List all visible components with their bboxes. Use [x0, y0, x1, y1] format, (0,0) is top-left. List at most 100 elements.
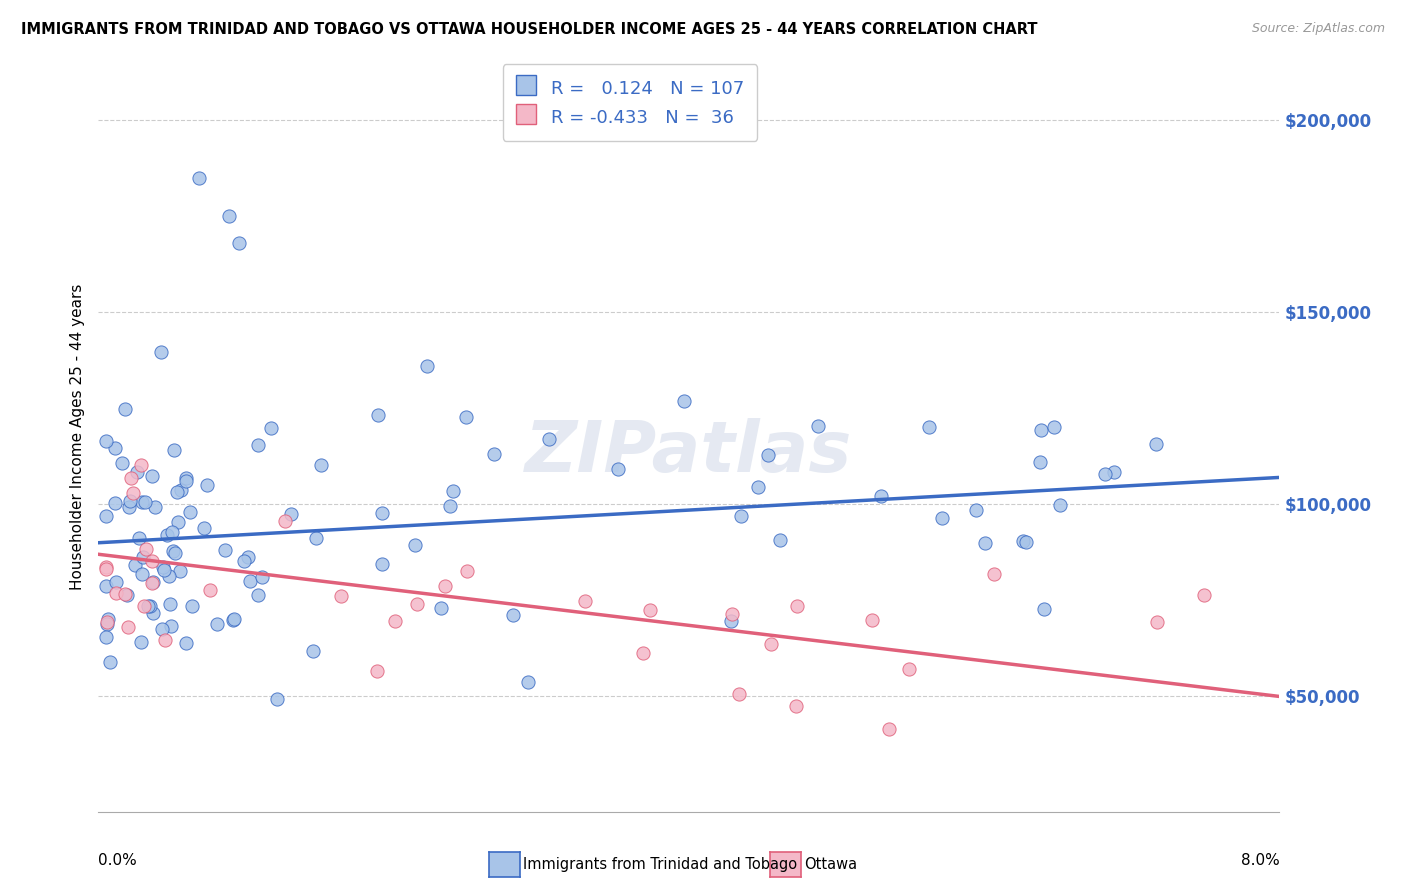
Point — [574, 594, 596, 608]
Point — [252, 569, 274, 583]
Point — [104, 575, 127, 590]
Point — [454, 409, 477, 424]
Point — [786, 599, 808, 614]
Point — [174, 475, 197, 489]
Point — [97, 612, 120, 626]
Point — [484, 447, 506, 461]
Point — [785, 699, 807, 714]
Point — [160, 618, 183, 632]
Point — [517, 675, 540, 690]
Point — [260, 421, 283, 435]
Point — [1014, 535, 1036, 549]
Point — [125, 465, 148, 479]
Point — [222, 613, 245, 627]
Point — [917, 420, 939, 434]
Y-axis label: Householder Income Ages 25 - 44 years: Householder Income Ages 25 - 44 years — [69, 284, 84, 591]
Point — [415, 359, 437, 373]
Point — [877, 722, 900, 736]
Point — [174, 471, 197, 485]
Point — [330, 589, 353, 603]
Point — [309, 458, 332, 473]
Point — [120, 471, 142, 485]
Point — [367, 409, 389, 423]
Point — [1102, 465, 1125, 479]
Point — [169, 483, 191, 498]
Point — [720, 614, 742, 628]
Point — [122, 486, 145, 500]
Point — [163, 442, 186, 457]
Point — [239, 574, 262, 589]
Point — [371, 557, 394, 571]
Point — [132, 599, 155, 613]
Point — [142, 575, 165, 590]
Point — [104, 496, 127, 510]
Point — [756, 449, 779, 463]
Point — [404, 537, 426, 551]
Point — [181, 599, 204, 613]
Point — [160, 524, 183, 539]
Point — [222, 612, 245, 626]
Point — [747, 480, 769, 494]
Point — [769, 533, 792, 547]
Text: 0.0%: 0.0% — [98, 854, 138, 869]
Text: 8.0%: 8.0% — [1240, 854, 1279, 869]
Point — [143, 500, 166, 514]
Point — [869, 489, 891, 503]
Point — [135, 542, 157, 557]
Point — [141, 554, 163, 568]
Point — [1032, 602, 1054, 616]
Point — [266, 692, 288, 706]
Point — [98, 655, 121, 669]
Point — [384, 614, 406, 628]
Point — [247, 588, 270, 602]
Point — [129, 634, 152, 648]
Point — [761, 637, 783, 651]
Point — [1049, 498, 1071, 512]
Point — [159, 568, 181, 582]
Point — [155, 528, 177, 542]
Point — [631, 646, 654, 660]
Point — [167, 515, 190, 529]
Point — [638, 603, 661, 617]
Point — [441, 484, 464, 499]
Point — [370, 506, 392, 520]
Point — [139, 599, 162, 614]
Point — [1029, 423, 1052, 437]
Point — [434, 578, 457, 592]
Point — [193, 521, 215, 535]
Point — [131, 495, 153, 509]
Point — [152, 559, 174, 574]
Point — [179, 505, 201, 519]
Point — [166, 485, 188, 500]
Point — [150, 344, 173, 359]
Point — [1042, 420, 1064, 434]
Point — [305, 531, 328, 545]
Point — [280, 507, 302, 521]
Point — [174, 636, 197, 650]
Point — [983, 567, 1005, 582]
Point — [96, 615, 118, 629]
Point — [456, 564, 478, 578]
Point — [94, 562, 117, 576]
Point — [131, 567, 153, 582]
Point — [302, 644, 325, 658]
Point — [228, 235, 250, 250]
Point — [1029, 454, 1052, 468]
Point — [974, 535, 997, 549]
Point — [129, 458, 152, 472]
Point — [104, 586, 127, 600]
Point — [111, 456, 134, 470]
Point — [405, 597, 427, 611]
Point — [115, 588, 138, 602]
Point — [1194, 589, 1216, 603]
Point — [607, 462, 630, 476]
Point — [807, 419, 830, 434]
Point — [366, 664, 388, 678]
Point — [169, 564, 191, 578]
Point — [1144, 436, 1167, 450]
Point — [96, 616, 118, 631]
Point — [118, 500, 141, 515]
Point — [120, 494, 142, 508]
Point — [198, 583, 221, 598]
Text: ZIPatlas: ZIPatlas — [526, 417, 852, 486]
